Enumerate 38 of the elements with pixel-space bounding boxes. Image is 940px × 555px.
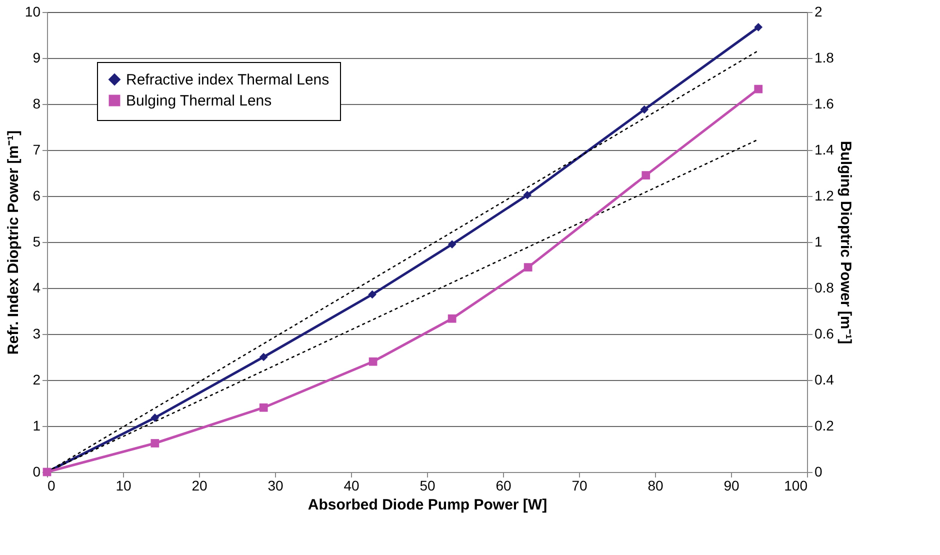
x-tick-label: 10 bbox=[116, 478, 132, 494]
y2-tick-label: 0.2 bbox=[814, 418, 834, 434]
y2-tick-label: 0.8 bbox=[814, 280, 834, 296]
y-tick-label: 5 bbox=[32, 234, 41, 250]
x-tick-label: 90 bbox=[724, 478, 740, 494]
y-tick-label: 4 bbox=[32, 280, 41, 296]
y2-tick-label: 1.8 bbox=[814, 50, 834, 66]
x-tick-label: 40 bbox=[344, 478, 360, 494]
x-tick-label: 30 bbox=[268, 478, 284, 494]
x-tick-label: 20 bbox=[192, 478, 208, 494]
y2-tick-label: 0.6 bbox=[814, 326, 834, 342]
y2-tick-label: 2 bbox=[814, 4, 822, 20]
x-axis-title: Absorbed Diode Pump Power [W] bbox=[308, 496, 548, 514]
x-tick-label: 70 bbox=[572, 478, 588, 494]
legend-label: Refractive index Thermal Lens bbox=[126, 72, 330, 88]
y2-tick-label: 0 bbox=[814, 464, 822, 480]
y-tick-label: 10 bbox=[24, 4, 41, 20]
x-tick-label: 80 bbox=[648, 478, 664, 494]
y-tick-label: 1 bbox=[32, 418, 41, 434]
y2-tick-label: 1.6 bbox=[814, 96, 834, 112]
y-axis-title: Refr. Index Dioptric Power [m⁻¹] bbox=[4, 130, 22, 355]
y-tick-label: 9 bbox=[32, 50, 41, 66]
y-tick-label: 8 bbox=[32, 96, 41, 112]
y-tick-label: 2 bbox=[32, 372, 41, 388]
x-tick-label: 0 bbox=[48, 478, 56, 494]
y2-tick-label: 1 bbox=[814, 234, 822, 250]
x-tick-label: 60 bbox=[496, 478, 512, 494]
y2-tick-label: 1.4 bbox=[814, 142, 834, 158]
y-tick-label: 7 bbox=[32, 142, 41, 158]
y2-tick-label: 0.4 bbox=[814, 372, 834, 388]
y-tick-label: 3 bbox=[32, 326, 41, 342]
x-tick-label: 50 bbox=[420, 478, 436, 494]
x-tick-label: 100 bbox=[784, 478, 808, 494]
y2-tick-label: 1.2 bbox=[814, 188, 834, 204]
y-tick-label: 0 bbox=[32, 464, 41, 480]
y2-axis-title: Bulging Dioptric Power [m⁻¹] bbox=[836, 140, 854, 344]
legend-label: Bulging Thermal Lens bbox=[126, 92, 272, 110]
y-tick-label: 6 bbox=[32, 188, 41, 204]
